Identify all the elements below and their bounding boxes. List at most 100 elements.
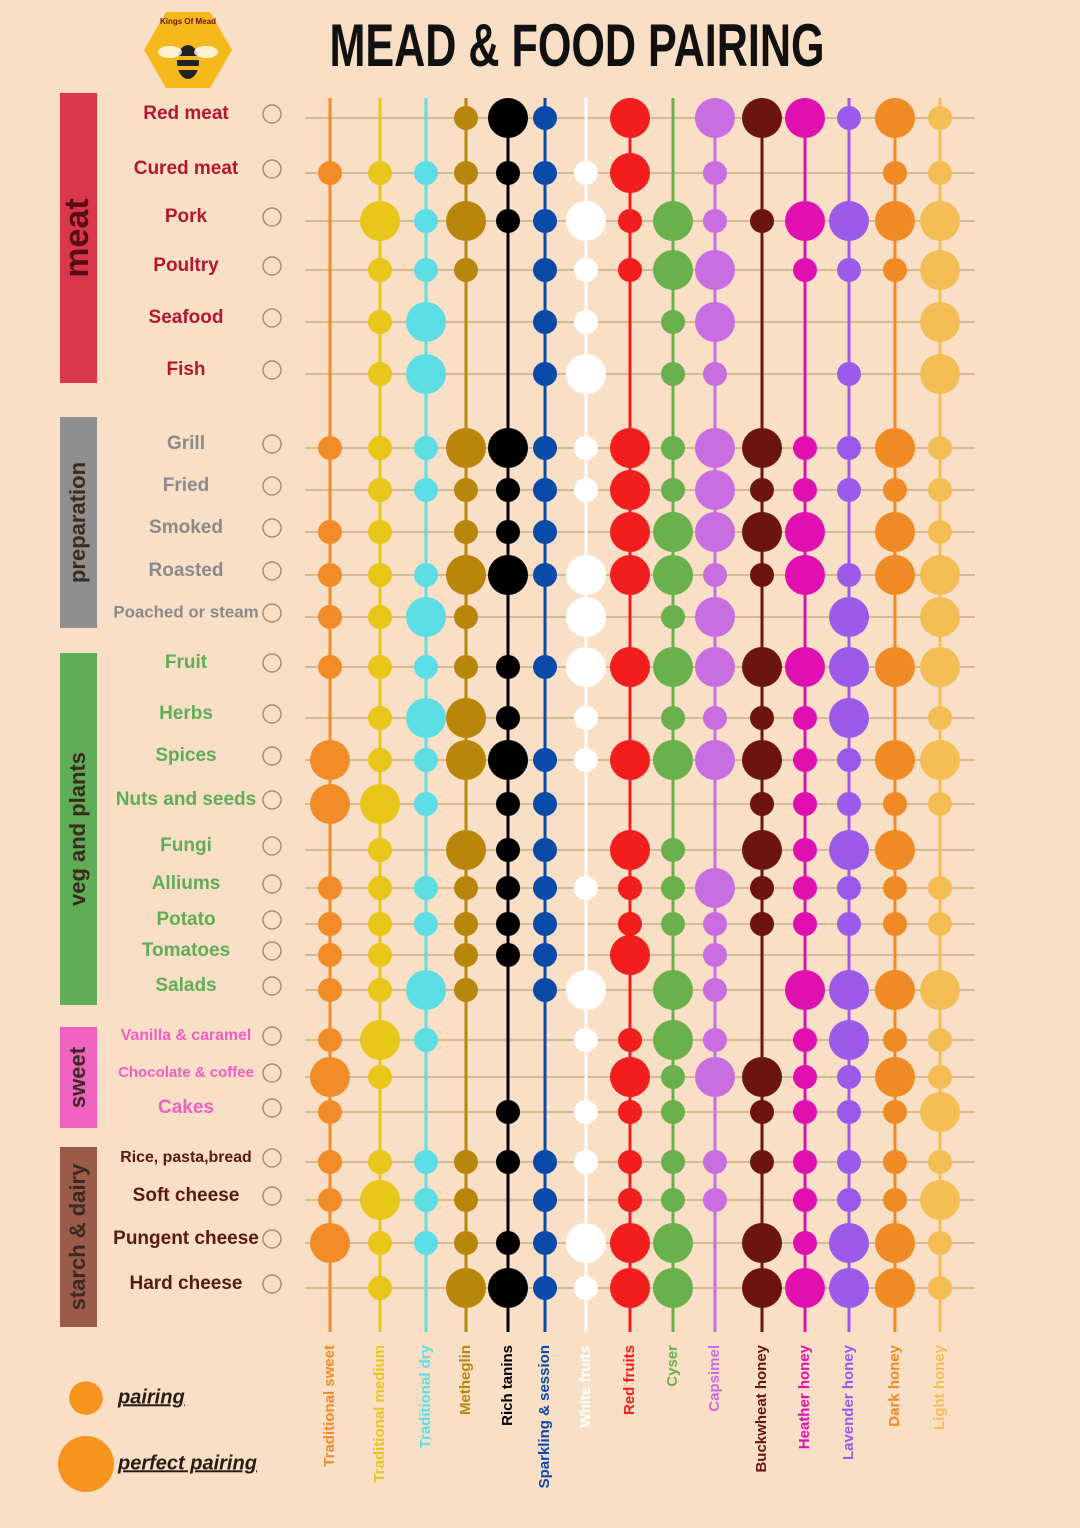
- pairing-dot: [837, 478, 861, 502]
- pairing-dot: [310, 1057, 350, 1097]
- pairing-dot: [610, 935, 650, 975]
- pairing-dot: [703, 1028, 727, 1052]
- pairing-dot: [837, 106, 861, 130]
- row-label: Fungi: [160, 835, 212, 856]
- pairing-dot: [653, 647, 693, 687]
- pairing-dot: [406, 698, 446, 738]
- pairing-dot: [496, 161, 520, 185]
- pairing-dot: [695, 470, 735, 510]
- group-label: preparation: [65, 462, 90, 583]
- pairing-dot: [533, 209, 557, 233]
- pairing-dot: [318, 978, 342, 1002]
- pairing-dot: [574, 706, 598, 730]
- pairing-dot: [829, 647, 869, 687]
- pairing-dot: [829, 201, 869, 241]
- pairing-dot: [368, 520, 392, 544]
- pairing-dot: [610, 98, 650, 138]
- pairing-dot: [488, 555, 528, 595]
- row-label: Fried: [163, 475, 209, 496]
- pairing-dot: [406, 970, 446, 1010]
- pairing-dot: [750, 912, 774, 936]
- pairing-dot: [496, 1150, 520, 1174]
- pairing-dot: [368, 655, 392, 679]
- pairing-dot: [610, 740, 650, 780]
- pairing-dot: [661, 605, 685, 629]
- pairing-dot: [446, 1268, 486, 1308]
- pairing-dot: [533, 978, 557, 1002]
- row-icon: [262, 746, 282, 766]
- pairing-dot: [566, 597, 606, 637]
- pairing-dot: [496, 792, 520, 816]
- pairing-dot: [928, 1231, 952, 1255]
- pairing-dot: [368, 876, 392, 900]
- legend-dot: [58, 1436, 114, 1492]
- pairing-dot: [368, 478, 392, 502]
- pairing-dot: [695, 512, 735, 552]
- pairing-dot: [496, 912, 520, 936]
- pairing-dot: [533, 1231, 557, 1255]
- pairing-dot: [661, 912, 685, 936]
- pairing-dot: [446, 428, 486, 468]
- pairing-dot: [574, 748, 598, 772]
- column-label: Capsimel: [706, 1345, 723, 1412]
- pairing-dot: [653, 1223, 693, 1263]
- row-icon: [262, 790, 282, 810]
- pairing-dot: [661, 1100, 685, 1124]
- pairing-dot: [695, 868, 735, 908]
- pairing-dot: [661, 310, 685, 334]
- pairing-dot: [618, 1150, 642, 1174]
- pairing-dot: [566, 970, 606, 1010]
- pairing-dot: [837, 1150, 861, 1174]
- pairing-dot: [703, 362, 727, 386]
- pairing-dot: [928, 161, 952, 185]
- row-label: Vanilla & caramel: [121, 1027, 252, 1044]
- pairing-dot: [368, 943, 392, 967]
- pairing-dot: [883, 876, 907, 900]
- pairing-dot: [703, 1188, 727, 1212]
- pairing-dot: [875, 201, 915, 241]
- pairing-dot: [610, 428, 650, 468]
- pairing-dot: [928, 1065, 952, 1089]
- pairing-dot: [837, 362, 861, 386]
- pairing-dot: [533, 258, 557, 282]
- pairing-dot: [837, 912, 861, 936]
- pairing-dot: [793, 1100, 817, 1124]
- pairing-dot: [368, 1231, 392, 1255]
- row-label: Cakes: [158, 1097, 214, 1118]
- pairing-dot: [318, 1188, 342, 1212]
- pairing-dot: [574, 1100, 598, 1124]
- pairing-dot: [920, 597, 960, 637]
- pairing-dot: [318, 436, 342, 460]
- group-label: sweet: [65, 1046, 90, 1108]
- row-icon: [262, 434, 282, 454]
- pairing-dot: [574, 1028, 598, 1052]
- column-label: Metheglin: [457, 1345, 474, 1415]
- pairing-dot: [368, 706, 392, 730]
- group-bar: [60, 1147, 97, 1327]
- chart-title: MEAD & FOOD PAIRING: [330, 12, 825, 79]
- pairing-dot: [496, 1100, 520, 1124]
- pairing-dot: [785, 647, 825, 687]
- pairing-dot: [653, 970, 693, 1010]
- pairing-dot: [920, 1180, 960, 1220]
- row-label: Red meat: [143, 103, 229, 124]
- pairing-dot: [661, 436, 685, 460]
- column-label: Cyser: [664, 1345, 681, 1387]
- pairing-dot: [785, 201, 825, 241]
- group-label: meat: [58, 198, 96, 277]
- pairing-dot: [742, 1268, 782, 1308]
- pairing-dot: [883, 1150, 907, 1174]
- pairing-dot: [566, 354, 606, 394]
- legend-label: pairing: [117, 1386, 185, 1408]
- pairing-dot: [742, 740, 782, 780]
- pairing-dot: [533, 943, 557, 967]
- pairing-dot: [360, 201, 400, 241]
- pairing-dot: [653, 250, 693, 290]
- pairing-dot: [414, 1188, 438, 1212]
- pairing-dot: [883, 1188, 907, 1212]
- pairing-dot: [368, 605, 392, 629]
- pairing-dot: [703, 706, 727, 730]
- pairing-dot: [368, 258, 392, 282]
- pairing-dot: [928, 876, 952, 900]
